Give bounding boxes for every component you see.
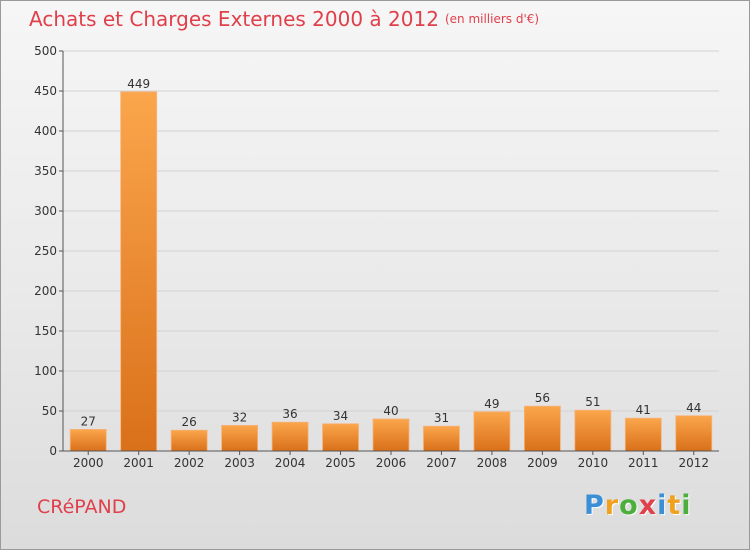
x-tick-label: 2003 (224, 456, 255, 470)
bar-value-label: 32 (232, 410, 247, 424)
bar (271, 421, 309, 452)
bar-value-label: 40 (383, 404, 398, 418)
bar (221, 424, 259, 452)
brand-letter: t (667, 490, 682, 521)
x-tick-label: 2005 (325, 456, 356, 470)
bar-value-label: 34 (333, 409, 348, 423)
bar-value-label: 27 (81, 414, 96, 428)
x-tick-label: 2010 (578, 456, 609, 470)
x-tick-label: 2008 (477, 456, 508, 470)
bar (523, 405, 561, 452)
commune-name: CRéPAND (37, 496, 127, 518)
bar-value-label: 49 (484, 397, 499, 411)
bar-value-label: 36 (282, 407, 297, 421)
brand-letter: i (681, 490, 692, 521)
bars (69, 91, 713, 452)
y-tick-label: 350 (34, 164, 57, 178)
brand-letter: i (657, 490, 668, 521)
bar (473, 411, 511, 452)
y-tick-label: 400 (34, 124, 57, 138)
brand-logo: Proxiti (584, 490, 692, 521)
unit-label: (en milliers d'€) (444, 12, 540, 26)
brand-letter: o (619, 490, 639, 521)
bar (574, 409, 612, 452)
title-text: Achats et Charges Externes 2000 à 2012 (29, 7, 439, 31)
bar-value-label: 44 (686, 401, 701, 415)
x-tick-label: 2012 (678, 456, 709, 470)
bar (120, 91, 158, 452)
bar (69, 428, 107, 452)
brand-letter: P (584, 490, 605, 521)
bar (675, 415, 713, 452)
brand-letter: r (604, 490, 620, 521)
bar-value-label: 41 (636, 403, 651, 417)
brand-letter: x (638, 490, 658, 521)
y-tick-label: 100 (34, 364, 57, 378)
y-tick-label: 150 (34, 324, 57, 338)
y-tick-label: 0 (49, 444, 57, 458)
bar-value-label: 56 (535, 391, 550, 405)
y-tick-label: 450 (34, 84, 57, 98)
x-tick-label: 2011 (628, 456, 659, 470)
x-tick-label: 2007 (426, 456, 457, 470)
chart-title: Achats et Charges Externes 2000 à 2012 (e… (29, 7, 539, 31)
bar (624, 417, 662, 452)
x-tick-label: 2002 (174, 456, 205, 470)
grid (63, 50, 719, 452)
x-tick-label: 2009 (527, 456, 558, 470)
y-tick-label: 250 (34, 244, 57, 258)
y-tick-label: 200 (34, 284, 57, 298)
data-labels: 27 449 26 32 36 34 40 31 49 56 51 41 44 (81, 77, 702, 429)
y-tick-label: 50 (42, 404, 57, 418)
y-tick-label: 500 (34, 44, 57, 58)
x-tick-label: 2006 (376, 456, 407, 470)
bar (170, 429, 208, 452)
bar (322, 423, 359, 452)
bar-value-label: 31 (434, 411, 449, 425)
axes: 0 50 100 150 200 250 300 350 400 450 500 2000 2001 20… (34, 44, 719, 470)
x-tick-label: 2000 (73, 456, 104, 470)
bar (423, 425, 460, 452)
y-tick-label: 300 (34, 204, 57, 218)
bar (372, 418, 410, 452)
x-tick-label: 2004 (275, 456, 306, 470)
x-tick-label: 2001 (123, 456, 154, 470)
bar-value-label: 26 (182, 415, 197, 429)
bar-value-label: 449 (127, 77, 150, 91)
bar-value-label: 51 (585, 395, 600, 409)
